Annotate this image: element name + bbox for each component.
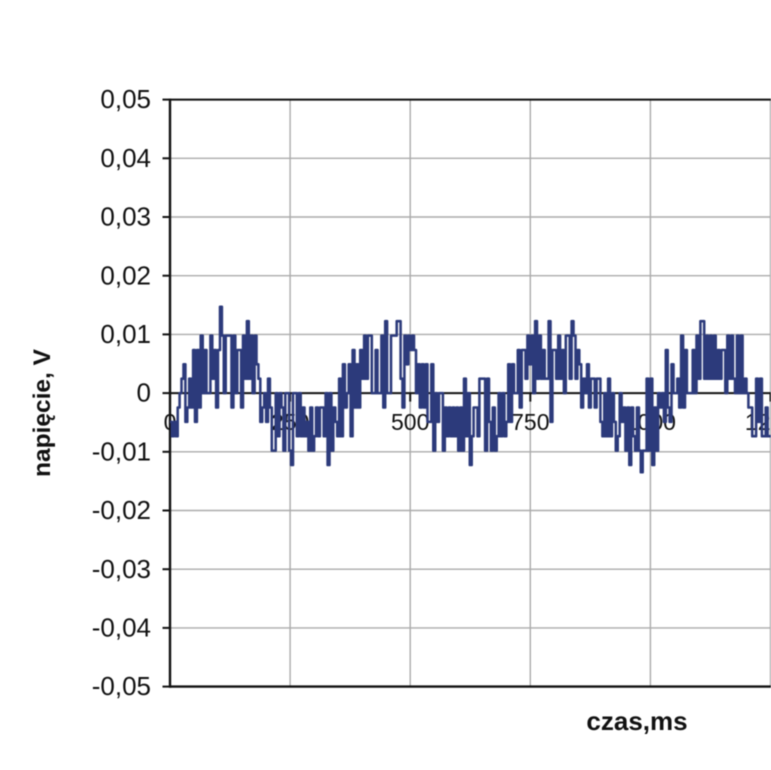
svg-text:-0,03: -0,03: [92, 554, 151, 584]
svg-text:0,05: 0,05: [100, 84, 151, 114]
svg-text:czas,ms: czas,ms: [586, 706, 687, 736]
svg-text:0,03: 0,03: [100, 202, 151, 232]
svg-text:-0,01: -0,01: [92, 436, 151, 466]
svg-text:-0,04: -0,04: [92, 613, 151, 643]
svg-text:500: 500: [391, 409, 429, 435]
svg-text:750: 750: [511, 409, 549, 435]
svg-text:0,02: 0,02: [100, 260, 151, 290]
svg-text:0: 0: [137, 378, 151, 408]
svg-text:-0,02: -0,02: [92, 495, 151, 525]
svg-text:0,01: 0,01: [100, 319, 151, 349]
svg-text:0,04: 0,04: [100, 143, 151, 173]
svg-text:-0,05: -0,05: [92, 671, 151, 701]
svg-text:napięcie, V: napięcie, V: [29, 348, 56, 477]
